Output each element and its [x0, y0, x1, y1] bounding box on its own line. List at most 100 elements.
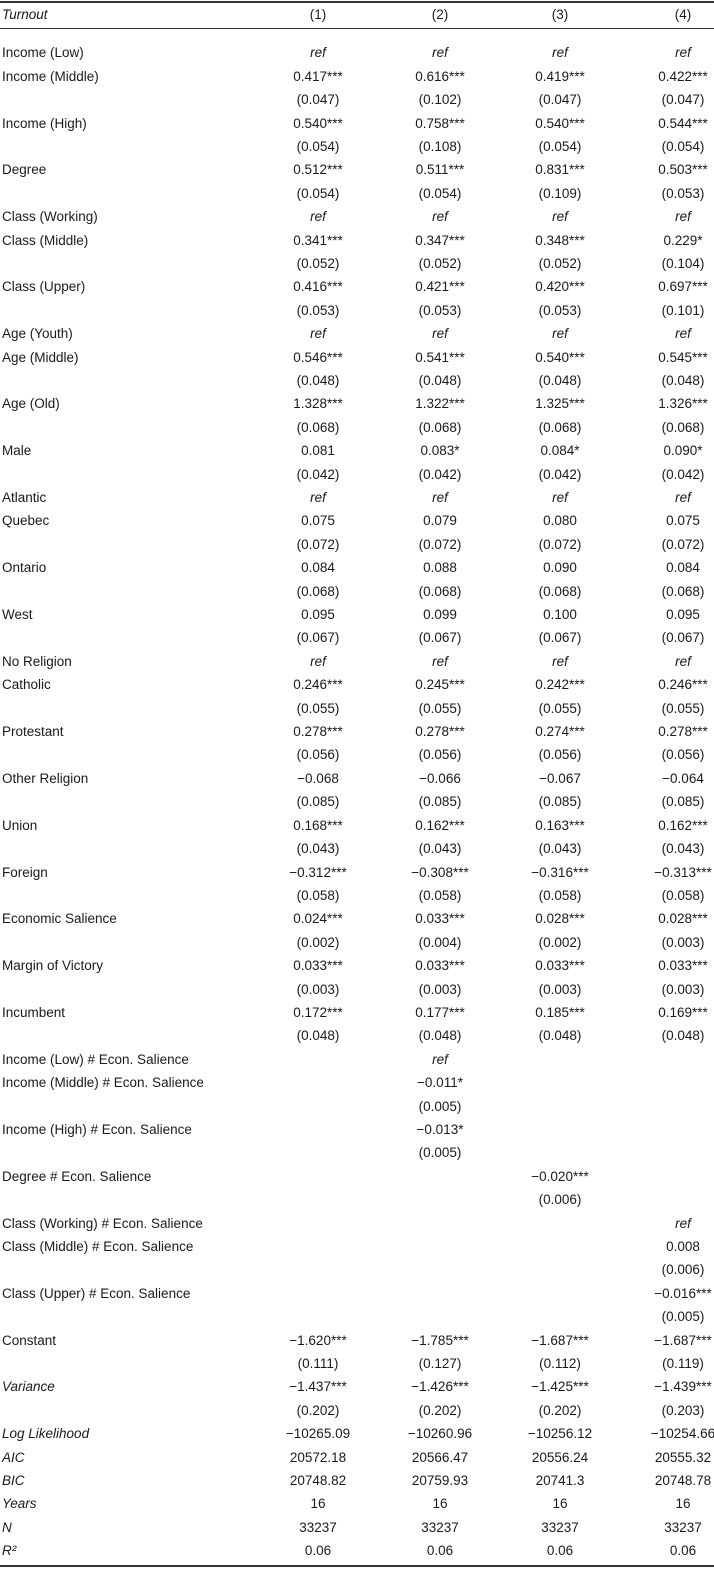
table-cell: (0.052)	[418, 255, 462, 271]
table-row: Other Religion −0.068 −0.066 −0.067 −0.064	[0, 767, 714, 790]
table-cell: 0.084	[666, 560, 700, 576]
standard-error-row: (0.048) (0.048) (0.048) (0.048)	[0, 1024, 714, 1047]
table-cell: 33237	[299, 1519, 337, 1535]
table-cell: −1.785***	[411, 1332, 469, 1348]
table-cell: 1.328***	[293, 396, 343, 412]
table-cell: −10265.09	[285, 1426, 351, 1442]
table-cell: ref	[675, 653, 691, 669]
standard-error-row: (0.048) (0.048) (0.048) (0.048)	[0, 369, 714, 392]
table-cell: (0.054)	[296, 185, 340, 201]
table-row: R² 0.06 0.06 0.06 0.06	[0, 1539, 714, 1562]
table-cell: (0.004)	[418, 934, 462, 950]
table-cell: (0.047)	[538, 92, 582, 108]
table-row: Economic Salience 0.024*** 0.033*** 0.028**…	[0, 907, 714, 930]
table-cell: −0.068	[297, 770, 339, 786]
table-cell: (0.052)	[538, 255, 582, 271]
table-row: Income (Low) ref ref ref ref	[0, 41, 714, 64]
table-row: Degree 0.512*** 0.511*** 0.831*** 0.503***	[0, 158, 714, 181]
table-cell: (0.067)	[538, 630, 582, 646]
table-cell: (0.202)	[418, 1402, 462, 1418]
table-cell: 20759.93	[411, 1473, 469, 1489]
header-rule	[0, 28, 714, 29]
table-cell: 0.084*	[540, 443, 580, 459]
row-label: Age (Youth)	[2, 326, 73, 342]
table-cell: 0.246***	[658, 677, 708, 693]
standard-error-row: (0.005)	[0, 1305, 714, 1328]
table-cell: ref	[675, 45, 691, 61]
table-cell: 33237	[541, 1519, 579, 1535]
table-cell: −0.066	[419, 770, 461, 786]
table-cell: ref	[432, 209, 448, 225]
table-cell: 0.177***	[415, 1004, 465, 1020]
table-cell: 0.095	[301, 607, 335, 623]
table-row: Log Likelihood −10265.09 −10260.96 −10256.1…	[0, 1422, 714, 1445]
table-cell: 0.185***	[535, 1004, 585, 1020]
table-cell: ref	[675, 490, 691, 506]
table-cell: −1.426***	[411, 1379, 469, 1395]
table-cell: (0.043)	[538, 841, 582, 857]
standard-error-row: (0.085) (0.085) (0.085) (0.085)	[0, 790, 714, 813]
table-cell: 20741.3	[535, 1473, 585, 1489]
standard-error-row: (0.005)	[0, 1095, 714, 1118]
table-cell: (0.047)	[296, 92, 340, 108]
row-label: Age (Middle)	[2, 349, 79, 365]
row-label: Degree # Econ. Salience	[2, 1168, 152, 1184]
table-cell: 0.033***	[415, 911, 465, 927]
standard-error-row: (0.006)	[0, 1188, 714, 1211]
table-cell: (0.006)	[661, 1262, 705, 1278]
row-label: Economic Salience	[2, 911, 117, 927]
row-label: N	[2, 1519, 12, 1535]
table-cell: (0.056)	[538, 747, 582, 763]
table-cell: (0.108)	[418, 138, 462, 154]
table-cell: ref	[310, 209, 326, 225]
table-cell: 20748.82	[289, 1473, 347, 1489]
table-cell: ref	[675, 326, 691, 342]
table-cell: (0.005)	[418, 1098, 462, 1114]
header-row: Turnout (1) (2) (3) (4)	[0, 2, 714, 28]
row-label: Age (Old)	[2, 396, 60, 412]
table-cell: −0.067	[539, 770, 581, 786]
table-row: Class (Upper) # Econ. Salience −0.016***	[0, 1282, 714, 1305]
row-label: AIC	[2, 1449, 25, 1465]
table-row: N 33237 33237 33237 33237	[0, 1516, 714, 1539]
standard-error-row: (0.043) (0.043) (0.043) (0.043)	[0, 837, 714, 860]
row-label: BIC	[2, 1473, 25, 1489]
table-cell: (0.055)	[661, 700, 705, 716]
table-cell: (0.048)	[538, 372, 582, 388]
table-cell: 0.246***	[293, 677, 343, 693]
row-label: Quebec	[2, 513, 50, 529]
standard-error-row: (0.054) (0.108) (0.054) (0.054)	[0, 135, 714, 158]
table-cell: ref	[552, 209, 568, 225]
table-cell: (0.067)	[661, 630, 705, 646]
table-row: Protestant 0.278*** 0.278*** 0.274*** 0.278*…	[0, 720, 714, 743]
table-cell: 0.278***	[415, 724, 465, 740]
standard-error-row: (0.053) (0.053) (0.053) (0.101)	[0, 299, 714, 322]
row-label: Class (Working) # Econ. Salience	[2, 1215, 203, 1231]
table-cell: 0.278***	[293, 724, 343, 740]
table-row: Quebec 0.075 0.079 0.080 0.075	[0, 509, 714, 532]
table-cell: (0.068)	[418, 419, 462, 435]
table-cell: (0.053)	[538, 302, 582, 318]
table-cell: 0.758***	[415, 115, 465, 131]
row-label: Log Likelihood	[2, 1426, 90, 1442]
table-cell: 0.540***	[535, 115, 585, 131]
table-cell: −0.313***	[654, 864, 712, 880]
table-cell: 0.06	[304, 1543, 332, 1559]
table-row: Catholic 0.246*** 0.245*** 0.242*** 0.246***	[0, 673, 714, 696]
row-label: R²	[2, 1543, 17, 1559]
row-label: Ontario	[2, 560, 47, 576]
table-cell: 0.008	[666, 1239, 700, 1255]
table-row: Margin of Victory 0.033*** 0.033*** 0.033**…	[0, 954, 714, 977]
table-cell: −1.439***	[654, 1379, 712, 1395]
standard-error-row: (0.058) (0.058) (0.058) (0.058)	[0, 884, 714, 907]
standard-error-row: (0.054) (0.054) (0.109) (0.053)	[0, 182, 714, 205]
table-cell: (0.111)	[297, 1356, 339, 1372]
row-label: Foreign	[2, 864, 48, 880]
table-row: Incumbent 0.172*** 0.177*** 0.185*** 0.169**…	[0, 1001, 714, 1024]
table-cell: (0.042)	[538, 466, 582, 482]
table-row: BIC 20748.82 20759.93 20741.3 20748.78	[0, 1469, 714, 1492]
table-row: Years 16 16 16 16	[0, 1492, 714, 1515]
table-cell: (0.005)	[418, 1145, 462, 1161]
table-cell: (0.102)	[418, 92, 462, 108]
table-row: AIC 20572.18 20566.47 20556.24 20555.32	[0, 1446, 714, 1469]
